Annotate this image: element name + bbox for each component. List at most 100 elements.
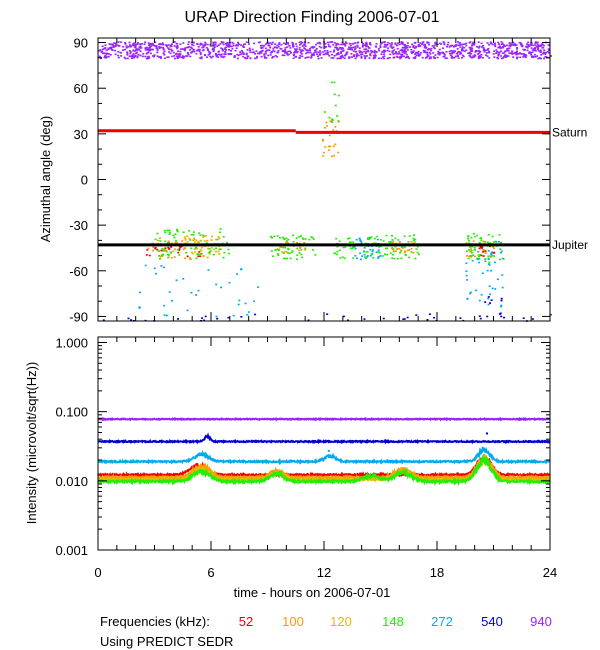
scatter-point bbox=[292, 43, 295, 45]
scatter-point bbox=[385, 44, 388, 46]
scatter-point bbox=[167, 246, 170, 249]
scatter-point bbox=[277, 45, 280, 48]
scatter-point bbox=[506, 44, 509, 47]
scatter-point bbox=[500, 41, 503, 43]
scatter-point bbox=[480, 46, 483, 48]
scatter-point bbox=[144, 47, 147, 49]
y-tick-label: 0.001 bbox=[55, 543, 88, 558]
scatter-point bbox=[236, 44, 239, 47]
scatter-point bbox=[537, 57, 540, 60]
scatter-point bbox=[271, 57, 274, 59]
scatter-point bbox=[499, 50, 502, 52]
scatter-point bbox=[369, 254, 372, 257]
scatter-point bbox=[508, 52, 511, 54]
scatter-point bbox=[269, 54, 272, 56]
intensity-spike-point bbox=[485, 432, 488, 435]
scatter-point bbox=[344, 246, 347, 248]
scatter-point bbox=[383, 44, 386, 46]
frequency-legend: 52 100 120 148 272 540 940 bbox=[239, 614, 552, 629]
scatter-point bbox=[262, 45, 265, 47]
scatter-point bbox=[489, 255, 492, 257]
scatter-point bbox=[266, 42, 269, 44]
scatter-point bbox=[211, 55, 214, 58]
intensity-spike-point bbox=[205, 435, 208, 438]
scatter-point bbox=[478, 315, 481, 317]
scatter-point bbox=[129, 55, 132, 58]
scatter-point bbox=[178, 248, 181, 250]
scatter-point bbox=[490, 299, 493, 301]
scatter-point bbox=[478, 54, 481, 57]
scatter-point bbox=[100, 51, 103, 54]
scatter-point bbox=[478, 255, 480, 258]
scatter-point bbox=[542, 44, 545, 47]
scatter-point bbox=[240, 316, 243, 318]
scatter-point bbox=[405, 53, 408, 56]
scatter-point bbox=[221, 242, 224, 245]
scatter-point bbox=[333, 81, 336, 84]
scatter-point bbox=[355, 53, 358, 55]
legend-frequency-148: 148 bbox=[382, 614, 404, 629]
scatter-point bbox=[249, 51, 252, 53]
scatter-point bbox=[463, 50, 466, 53]
scatter-point bbox=[165, 45, 168, 48]
scatter-point bbox=[226, 41, 229, 44]
scatter-point bbox=[415, 54, 418, 57]
scatter-point bbox=[310, 57, 313, 59]
scatter-point bbox=[527, 45, 530, 47]
scatter-point bbox=[162, 43, 165, 46]
scatter-point bbox=[478, 45, 481, 48]
scatter-point bbox=[225, 44, 228, 47]
scatter-point bbox=[406, 316, 409, 319]
scatter-point bbox=[524, 56, 527, 59]
scatter-point bbox=[286, 46, 289, 48]
scatter-point bbox=[415, 314, 418, 316]
scatter-point bbox=[308, 238, 311, 241]
scatter-point bbox=[206, 56, 208, 58]
scatter-point bbox=[179, 43, 182, 45]
scatter-point bbox=[203, 45, 206, 47]
scatter-point bbox=[168, 231, 171, 234]
scatter-point bbox=[217, 51, 220, 53]
scatter-point bbox=[165, 249, 168, 252]
scatter-point bbox=[342, 315, 345, 318]
scatter-point bbox=[518, 41, 521, 44]
scatter-point bbox=[285, 251, 288, 254]
scatter-point bbox=[222, 56, 225, 59]
scatter-point bbox=[156, 232, 159, 235]
scatter-point bbox=[423, 50, 426, 52]
scatter-point bbox=[361, 46, 364, 48]
scatter-point bbox=[199, 239, 202, 242]
scatter-point bbox=[296, 242, 298, 244]
scatter-point bbox=[389, 45, 392, 47]
scatter-point bbox=[513, 51, 516, 54]
scatter-point bbox=[337, 57, 340, 60]
scatter-point bbox=[364, 44, 367, 47]
scatter-point bbox=[540, 45, 543, 47]
scatter-point bbox=[136, 56, 139, 59]
scatter-point bbox=[312, 52, 315, 55]
scatter-point bbox=[414, 45, 417, 48]
scatter-point bbox=[410, 248, 413, 250]
scatter-point bbox=[403, 46, 406, 49]
scatter-point bbox=[163, 314, 166, 316]
scatter-point bbox=[221, 41, 224, 44]
scatter-point bbox=[386, 41, 389, 44]
scatter-point bbox=[190, 47, 193, 49]
scatter-point bbox=[199, 57, 202, 59]
scatter-point bbox=[404, 45, 407, 47]
scatter-point bbox=[470, 251, 473, 254]
scatter-point bbox=[361, 43, 364, 45]
scatter-point bbox=[419, 45, 422, 47]
scatter-point bbox=[533, 48, 536, 51]
scatter-point bbox=[459, 42, 462, 44]
scatter-point bbox=[426, 49, 429, 51]
scatter-point bbox=[315, 51, 318, 53]
scatter-point bbox=[320, 46, 323, 49]
scatter-point bbox=[146, 57, 149, 60]
scatter-point bbox=[289, 47, 292, 49]
scatter-point bbox=[354, 51, 357, 53]
scatter-point bbox=[286, 240, 289, 242]
scatter-point bbox=[235, 47, 238, 49]
scatter-point bbox=[496, 50, 499, 53]
scatter-point bbox=[112, 44, 114, 46]
